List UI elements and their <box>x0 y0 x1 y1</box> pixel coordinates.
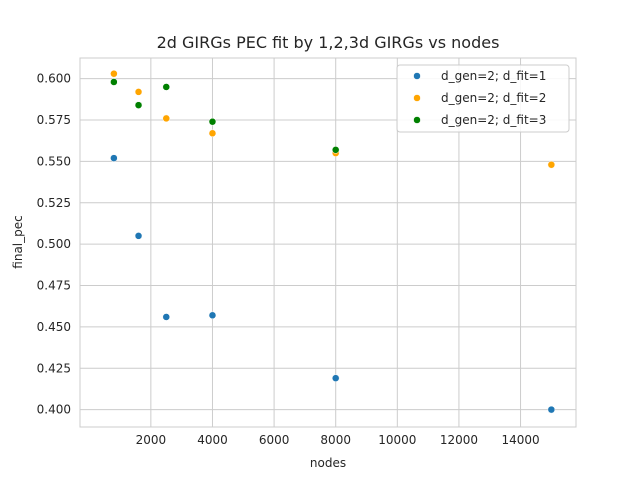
data-point-series-3 <box>134 101 143 109</box>
y-tick-label: 0.600 <box>37 72 71 86</box>
legend-marker-fit1 <box>413 72 421 80</box>
x-axis-label: nodes <box>310 456 346 470</box>
legend-label-fit2: d_gen=2; d_fit=2 <box>441 91 546 105</box>
y-tick-label: 0.575 <box>37 113 71 127</box>
x-tick-label: 14000 <box>501 433 539 447</box>
y-tick-label: 0.525 <box>37 196 71 210</box>
x-tick-label: 10000 <box>378 433 416 447</box>
legend-label-fit1: d_gen=2; d_fit=1 <box>441 69 546 83</box>
legend-marker-fit3 <box>413 116 421 124</box>
legend-marker-fit2 <box>413 94 421 102</box>
y-tick-label: 0.400 <box>37 403 71 417</box>
data-point-series-2 <box>162 114 171 123</box>
data-point-series-3 <box>208 117 217 126</box>
x-tick-label: 6000 <box>259 433 290 447</box>
chart-title: 2d GIRGs PEC fit by 1,2,3d GIRGs vs node… <box>157 33 500 52</box>
data-point-series-3 <box>162 83 171 91</box>
data-point-series-1 <box>134 232 143 240</box>
data-point-series-2 <box>110 69 118 78</box>
data-points <box>110 69 556 414</box>
data-point-series-1 <box>331 374 340 382</box>
x-axis-ticks: 2000 4000 6000 8000 10000 12000 14000 <box>136 433 540 447</box>
plot-frame <box>79 57 577 428</box>
y-tick-label: 0.475 <box>37 279 71 293</box>
y-tick-label: 0.425 <box>37 361 71 375</box>
data-point-series-1 <box>208 311 217 320</box>
data-point-series-1 <box>110 154 118 162</box>
legend: d_gen=2; d_fit=1 d_gen=2; d_fit=2 d_gen=… <box>396 64 570 133</box>
y-tick-label: 0.500 <box>37 237 71 251</box>
data-point-series-2 <box>547 160 556 169</box>
legend-label-fit3: d_gen=2; d_fit=3 <box>441 113 546 127</box>
y-axis-ticks: 0.400 0.425 0.450 0.475 0.500 0.525 0.550 0.575… <box>37 72 71 417</box>
y-axis-label: final_pec <box>11 215 25 268</box>
data-point-series-2 <box>134 88 143 96</box>
x-tick-label: 2000 <box>136 433 167 447</box>
x-tick-label: 12000 <box>440 433 478 447</box>
data-point-series-3 <box>331 146 340 154</box>
data-point-series-2 <box>208 129 217 138</box>
data-point-series-1 <box>162 313 171 321</box>
y-tick-label: 0.450 <box>37 320 71 334</box>
y-tick-label: 0.550 <box>37 154 71 168</box>
data-point-series-3 <box>110 78 118 86</box>
legend-box <box>396 64 570 133</box>
x-tick-label: 8000 <box>320 433 351 447</box>
x-tick-label: 4000 <box>197 433 228 447</box>
data-point-series-1 <box>547 405 556 414</box>
